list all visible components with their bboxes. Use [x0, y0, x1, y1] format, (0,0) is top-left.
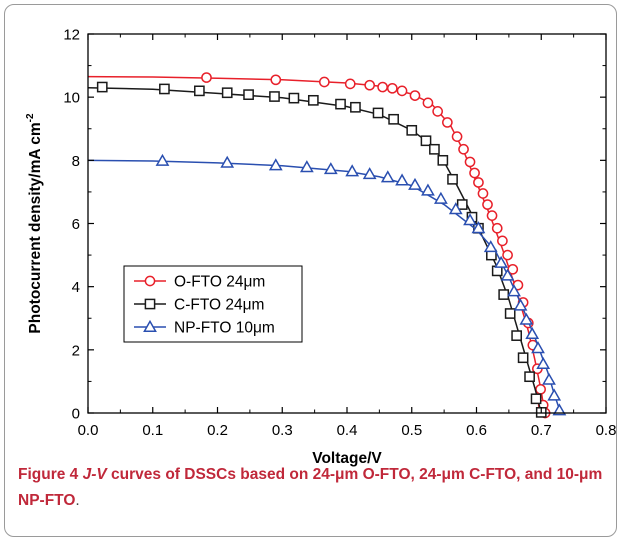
- x-tick-label: 0.3: [272, 422, 293, 439]
- data-point-square: [373, 108, 382, 117]
- legend-label: C-FTO 24μm: [174, 297, 264, 314]
- y-axis-label-text: Photocurrent density/mA cm: [27, 122, 44, 333]
- y-tick-label: 4: [72, 279, 80, 296]
- data-point-circle: [498, 236, 507, 245]
- data-point-circle: [320, 77, 329, 86]
- data-point-square: [351, 103, 360, 112]
- x-tick-label: 0.5: [401, 422, 422, 439]
- data-point-triangle: [325, 164, 336, 174]
- data-point-triangle: [543, 374, 554, 384]
- data-point-square: [506, 309, 515, 318]
- data-point-square: [160, 84, 169, 93]
- y-axis-label: Photocurrent density/mA cm-2: [25, 113, 44, 334]
- data-point-circle: [378, 82, 387, 91]
- data-point-triangle: [222, 157, 233, 167]
- data-point-square: [336, 100, 345, 109]
- data-point-circle: [470, 168, 479, 177]
- series-line: [88, 77, 544, 413]
- data-point-square: [458, 200, 467, 209]
- data-point-circle: [452, 132, 461, 141]
- caption-label: Figure 4: [18, 466, 78, 483]
- data-point-square: [525, 372, 534, 381]
- data-point-circle: [465, 157, 474, 166]
- data-point-circle: [474, 178, 483, 187]
- y-axis-label-sup: -2: [25, 113, 36, 122]
- data-point-circle: [459, 145, 468, 154]
- series-circle: [88, 73, 550, 418]
- data-point-circle: [410, 91, 419, 100]
- data-point-circle: [487, 211, 496, 220]
- y-tick-label: 8: [72, 153, 80, 170]
- caption-end: .: [75, 492, 79, 509]
- data-point-triangle: [435, 193, 446, 203]
- data-point-triangle: [301, 162, 312, 172]
- y-tick-label: 10: [63, 90, 80, 107]
- data-point-circle: [346, 79, 355, 88]
- data-point-square: [438, 156, 447, 165]
- data-point-triangle: [347, 166, 358, 176]
- data-point-triangle: [382, 172, 393, 182]
- x-tick-label: 0.6: [466, 422, 487, 439]
- data-point-circle: [423, 98, 432, 107]
- y-tick-label: 0: [72, 406, 80, 423]
- x-tick-label: 0.8: [596, 422, 617, 439]
- x-tick-label: 0.1: [142, 422, 163, 439]
- data-point-square: [244, 90, 253, 99]
- data-point-square: [389, 115, 398, 124]
- x-tick-label: 0.7: [531, 422, 552, 439]
- data-point-circle: [365, 81, 374, 90]
- figure-caption: Figure 4 J-V curves of DSSCs based on 24…: [18, 462, 608, 514]
- data-point-circle: [202, 73, 211, 82]
- x-tick-label: 0.4: [337, 422, 358, 439]
- data-point-square: [448, 175, 457, 184]
- series-square: [88, 82, 546, 417]
- y-tick-label: 12: [63, 27, 80, 44]
- data-point-circle: [271, 75, 280, 84]
- data-point-square: [512, 331, 521, 340]
- data-point-square: [407, 126, 416, 135]
- data-point-circle: [483, 200, 492, 209]
- data-point-square: [499, 290, 508, 299]
- data-point-circle: [493, 224, 502, 233]
- y-tick-label: 6: [72, 216, 80, 233]
- legend-marker: [145, 299, 154, 308]
- data-point-square: [309, 96, 318, 105]
- data-point-triangle: [364, 169, 375, 179]
- data-point-square: [195, 86, 204, 95]
- data-point-circle: [388, 84, 397, 93]
- data-point-square: [98, 82, 107, 91]
- series-line: [88, 88, 541, 413]
- data-point-triangle: [538, 358, 549, 368]
- data-point-square: [519, 353, 528, 362]
- legend-label: NP-FTO 10μm: [174, 320, 275, 337]
- data-point-triangle: [157, 155, 168, 165]
- data-point-circle: [503, 250, 512, 259]
- data-point-square: [430, 145, 439, 154]
- y-tick-label: 2: [72, 342, 80, 359]
- legend-label: O-FTO 24μm: [174, 274, 265, 291]
- data-point-circle: [478, 189, 487, 198]
- data-point-circle: [397, 86, 406, 95]
- data-point-triangle: [396, 175, 407, 185]
- data-point-triangle: [409, 179, 420, 189]
- x-tick-label: 0.0: [78, 422, 99, 439]
- data-point-square: [223, 88, 232, 97]
- legend-marker: [145, 276, 154, 285]
- data-point-triangle: [422, 185, 433, 195]
- legend: O-FTO 24μm C-FTO 24μm NP-FTO 10μm: [124, 266, 302, 342]
- data-point-square: [270, 92, 279, 101]
- data-point-circle: [443, 118, 452, 127]
- data-point-square: [531, 394, 540, 403]
- data-point-triangle: [549, 390, 560, 400]
- caption-italic: J-V: [83, 466, 107, 483]
- data-point-circle: [433, 107, 442, 116]
- x-tick-label: 0.2: [207, 422, 228, 439]
- data-point-square: [289, 94, 298, 103]
- data-point-circle: [536, 385, 545, 394]
